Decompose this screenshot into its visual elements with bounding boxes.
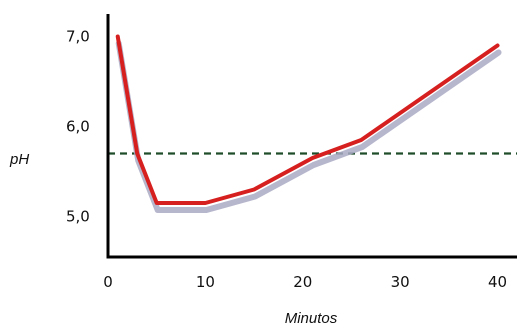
series-layer (115, 34, 502, 213)
x-axis-title: Minutos (285, 310, 338, 327)
x-tick-label: 0 (103, 273, 113, 291)
x-tick-label: 20 (293, 273, 312, 291)
y-axis-title: pH (9, 151, 29, 168)
y-tick-label: 7,0 (66, 28, 90, 46)
series-0-shadow (115, 40, 502, 213)
axes-layer (106, 14, 517, 259)
x-tick-label: 30 (391, 273, 410, 291)
x-tick-label: 10 (196, 273, 215, 291)
y-tick-label: 6,0 (66, 118, 90, 136)
series-0-line (115, 34, 500, 205)
tick-labels-layer: 5,0 6,0 7,0 0 10 20 30 40 (66, 28, 507, 292)
x-tick-label: 40 (488, 273, 507, 291)
y-tick-label: 5,0 (66, 208, 90, 226)
